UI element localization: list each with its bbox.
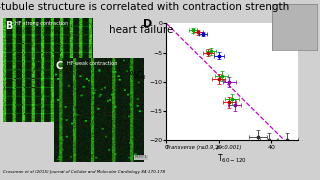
Text: Crossman et al (2015) Journal of Cellular and Molecular Cardiology 84:170-178: Crossman et al (2015) Journal of Cellula… (3, 170, 165, 174)
Text: HF weak contraction: HF weak contraction (67, 61, 117, 66)
Y-axis label: %C$_0$: %C$_0$ (129, 69, 146, 82)
Text: C: C (56, 61, 63, 71)
Text: T-tubule structure is correlated with contraction strength: T-tubule structure is correlated with co… (0, 2, 289, 12)
Text: Transverse (r≥0.9, p<0.001): Transverse (r≥0.9, p<0.001) (166, 145, 242, 150)
Text: HF strong contraction: HF strong contraction (15, 21, 68, 26)
X-axis label: T$_{60-120}$: T$_{60-120}$ (217, 152, 247, 165)
Text: D: D (143, 19, 152, 29)
Text: heart failure: heart failure (108, 25, 173, 35)
Text: B: B (5, 21, 12, 31)
Text: PERT1: PERT1 (134, 155, 147, 159)
